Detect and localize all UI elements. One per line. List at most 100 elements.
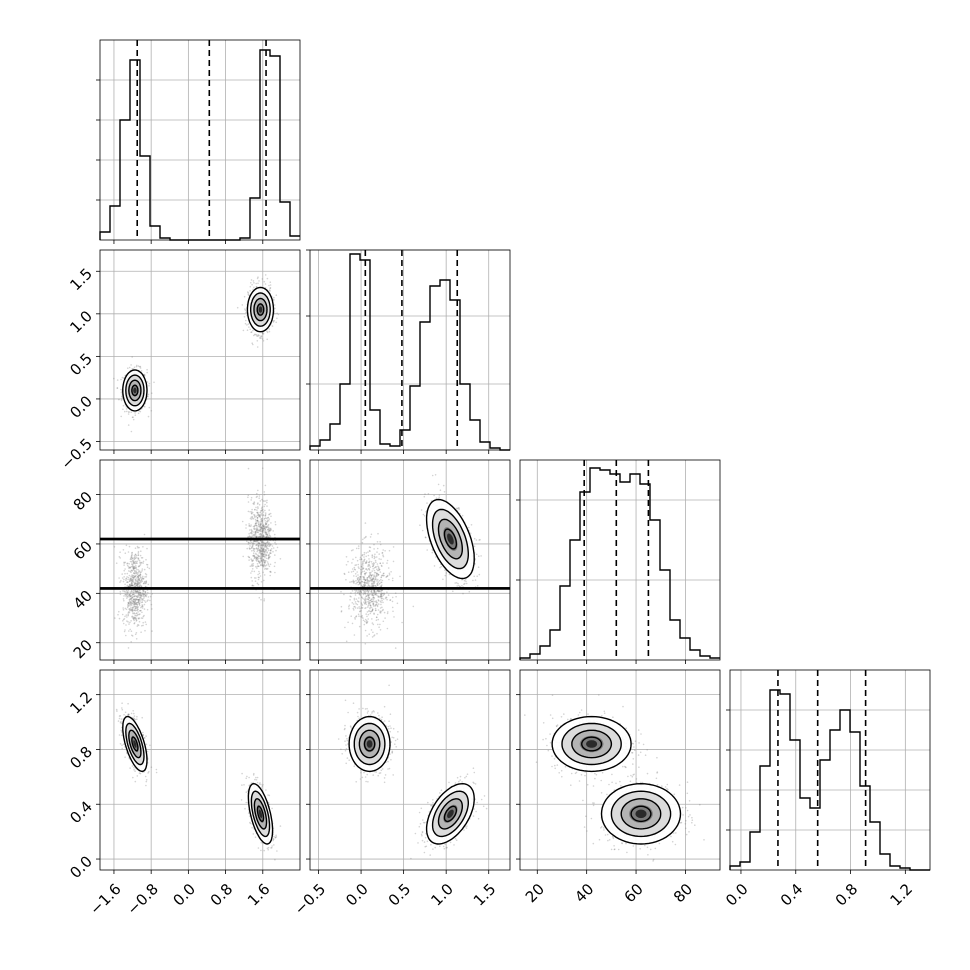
sample-point <box>354 592 357 594</box>
sample-point <box>377 609 380 611</box>
sample-point <box>124 629 126 631</box>
sample-point <box>248 559 250 561</box>
sample-point <box>120 415 122 418</box>
sample-point <box>130 603 132 605</box>
sample-point <box>368 595 370 597</box>
sample-point <box>264 520 267 522</box>
sample-point <box>257 502 259 504</box>
sample-point <box>373 597 376 599</box>
sample-point <box>373 590 376 593</box>
sample-point <box>261 544 263 546</box>
sample-point <box>265 559 267 562</box>
sample-point <box>129 567 132 569</box>
sample-point <box>132 560 135 562</box>
sample-point <box>362 538 364 541</box>
sample-point <box>258 280 260 282</box>
sample-point <box>251 546 254 548</box>
sample-point <box>371 608 374 611</box>
sample-point <box>258 560 260 562</box>
sample-point <box>150 766 153 768</box>
sample-point <box>139 609 141 612</box>
sample-point <box>380 596 382 599</box>
sample-point <box>254 556 256 559</box>
sample-point <box>131 635 134 637</box>
sample-point <box>375 593 378 595</box>
sample-point <box>363 551 366 554</box>
sample-point <box>261 554 264 556</box>
sample-point <box>138 575 140 577</box>
sample-point <box>255 547 258 549</box>
sample-point <box>458 507 460 509</box>
sample-point <box>262 544 265 547</box>
sample-point <box>361 614 363 617</box>
sample-point <box>356 581 358 584</box>
sample-point <box>362 593 365 596</box>
sample-point <box>437 483 440 486</box>
sample-point <box>128 623 130 625</box>
sample-point <box>376 583 379 585</box>
sample-point <box>256 535 258 538</box>
sample-point <box>380 591 383 593</box>
sample-point <box>261 561 264 563</box>
sample-point <box>380 593 383 596</box>
sample-point <box>129 579 131 582</box>
sample-point <box>148 406 151 409</box>
sample-point <box>247 543 250 545</box>
sample-point <box>260 544 262 546</box>
sample-point <box>250 558 252 560</box>
sample-point <box>380 574 383 577</box>
sample-point <box>366 611 369 613</box>
sample-point <box>135 602 137 604</box>
sample-point <box>123 578 125 581</box>
sample-point <box>366 594 369 597</box>
sample-point <box>255 286 258 288</box>
sample-point <box>133 591 135 594</box>
sample-point <box>142 560 145 563</box>
sample-point <box>133 576 135 579</box>
sample-point <box>133 554 136 557</box>
sample-point <box>261 552 263 555</box>
sample-point <box>122 618 125 621</box>
sample-point <box>251 535 254 537</box>
sample-point <box>138 772 141 774</box>
sample-point <box>380 610 383 613</box>
sample-point <box>120 731 123 733</box>
sample-point <box>137 565 140 568</box>
sample-point <box>135 638 138 640</box>
sample-point <box>258 514 261 517</box>
sample-point <box>371 622 374 624</box>
sample-point <box>268 518 271 520</box>
sample-point <box>364 572 366 575</box>
sample-point <box>244 308 246 310</box>
sample-point <box>127 590 130 592</box>
sample-point <box>123 562 125 564</box>
sample-point <box>375 603 377 606</box>
sample-point <box>131 575 134 578</box>
sample-point <box>372 597 374 599</box>
sample-point <box>126 576 128 578</box>
sample-point <box>140 617 143 619</box>
sample-point <box>356 592 359 594</box>
sample-point <box>140 599 142 601</box>
sample-point <box>263 579 265 582</box>
sample-point <box>254 531 257 533</box>
sample-point <box>273 304 276 306</box>
sample-point <box>256 556 259 559</box>
sample-point <box>268 536 270 538</box>
sample-point <box>261 527 264 530</box>
sample-point <box>256 340 259 342</box>
sample-point <box>386 612 389 615</box>
sample-point <box>474 579 477 581</box>
sample-point <box>340 590 342 593</box>
sample-point <box>252 343 254 346</box>
sample-point <box>138 577 141 580</box>
sample-point <box>131 591 133 594</box>
sample-point <box>139 613 141 615</box>
sample-point <box>125 614 128 616</box>
sample-point <box>419 524 421 526</box>
sample-point <box>355 582 357 585</box>
sample-point <box>390 571 392 573</box>
sample-point <box>134 567 136 570</box>
sample-point <box>133 585 136 587</box>
sample-point <box>368 571 371 574</box>
